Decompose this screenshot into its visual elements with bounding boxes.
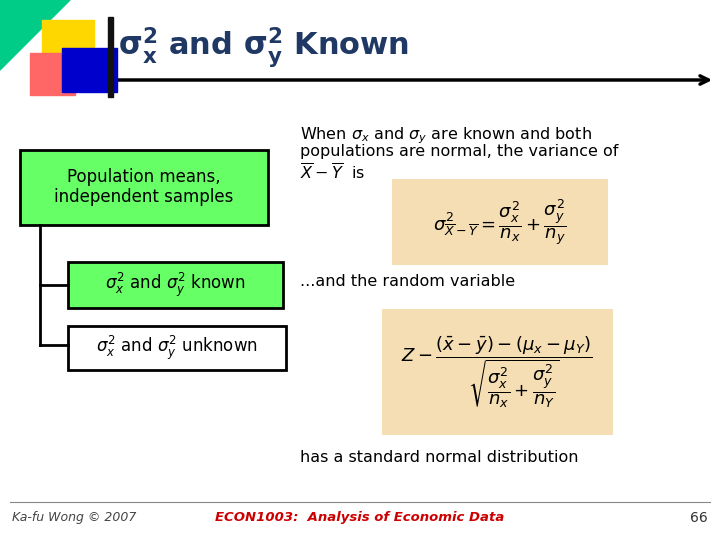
Text: $\sigma_x^2$ and $\sigma_y^2$ unknown: $\sigma_x^2$ and $\sigma_y^2$ unknown <box>96 334 258 362</box>
FancyBboxPatch shape <box>68 262 283 308</box>
Bar <box>42 20 94 67</box>
Polygon shape <box>0 0 70 70</box>
Text: 66: 66 <box>690 511 708 525</box>
FancyBboxPatch shape <box>382 309 613 435</box>
Text: ...and the random variable: ...and the random variable <box>300 274 515 289</box>
Text: Ka-fu Wong © 2007: Ka-fu Wong © 2007 <box>12 511 136 524</box>
Text: $\mathbf{\sigma_x^2}$ and $\mathbf{\sigma_y^2}$ Known: $\mathbf{\sigma_x^2}$ and $\mathbf{\sigm… <box>118 25 409 70</box>
Text: When $\sigma_x$ and $\sigma_y$ are known and both: When $\sigma_x$ and $\sigma_y$ are known… <box>300 125 592 146</box>
Text: Population means,
independent samples: Population means, independent samples <box>54 167 234 206</box>
Text: ECON1003:  Analysis of Economic Data: ECON1003: Analysis of Economic Data <box>215 511 505 524</box>
Text: $\sigma^2_{\overline{X}-\overline{Y}} = \dfrac{\sigma^2_x}{n_x} + \dfrac{\sigma^: $\sigma^2_{\overline{X}-\overline{Y}} = … <box>433 197 567 247</box>
FancyBboxPatch shape <box>20 150 268 225</box>
Bar <box>30 53 75 95</box>
Text: $\sigma_x^2$ and $\sigma_y^2$ known: $\sigma_x^2$ and $\sigma_y^2$ known <box>104 271 246 299</box>
Bar <box>108 17 113 97</box>
FancyBboxPatch shape <box>68 326 286 370</box>
Text: has a standard normal distribution: has a standard normal distribution <box>300 450 578 465</box>
Bar <box>62 48 117 92</box>
FancyBboxPatch shape <box>392 179 608 265</box>
Text: $Z - \dfrac{(\bar{x}-\bar{y})-(\mu_x - \mu_Y)}{\sqrt{\dfrac{\sigma^2_x}{n_x} + \: $Z - \dfrac{(\bar{x}-\bar{y})-(\mu_x - \… <box>401 334 593 409</box>
Text: $\overline{X} - \overline{Y}$  is: $\overline{X} - \overline{Y}$ is <box>300 163 365 183</box>
Text: populations are normal, the variance of: populations are normal, the variance of <box>300 144 618 159</box>
